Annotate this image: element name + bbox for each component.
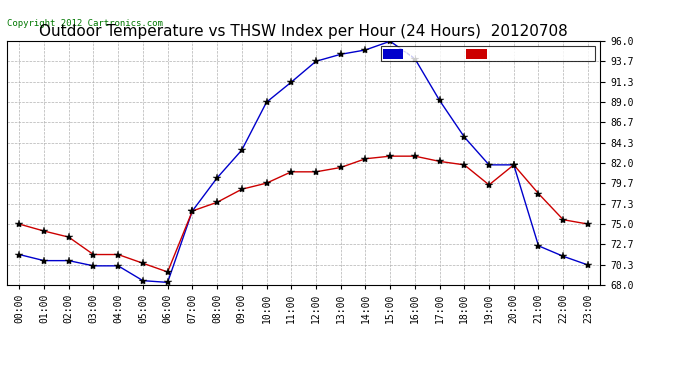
Title: Outdoor Temperature vs THSW Index per Hour (24 Hours)  20120708: Outdoor Temperature vs THSW Index per Ho…	[39, 24, 568, 39]
Legend: THSW  (°F), Temperature  (°F): THSW (°F), Temperature (°F)	[380, 46, 595, 62]
Text: Copyright 2012 Cartronics.com: Copyright 2012 Cartronics.com	[7, 19, 163, 28]
